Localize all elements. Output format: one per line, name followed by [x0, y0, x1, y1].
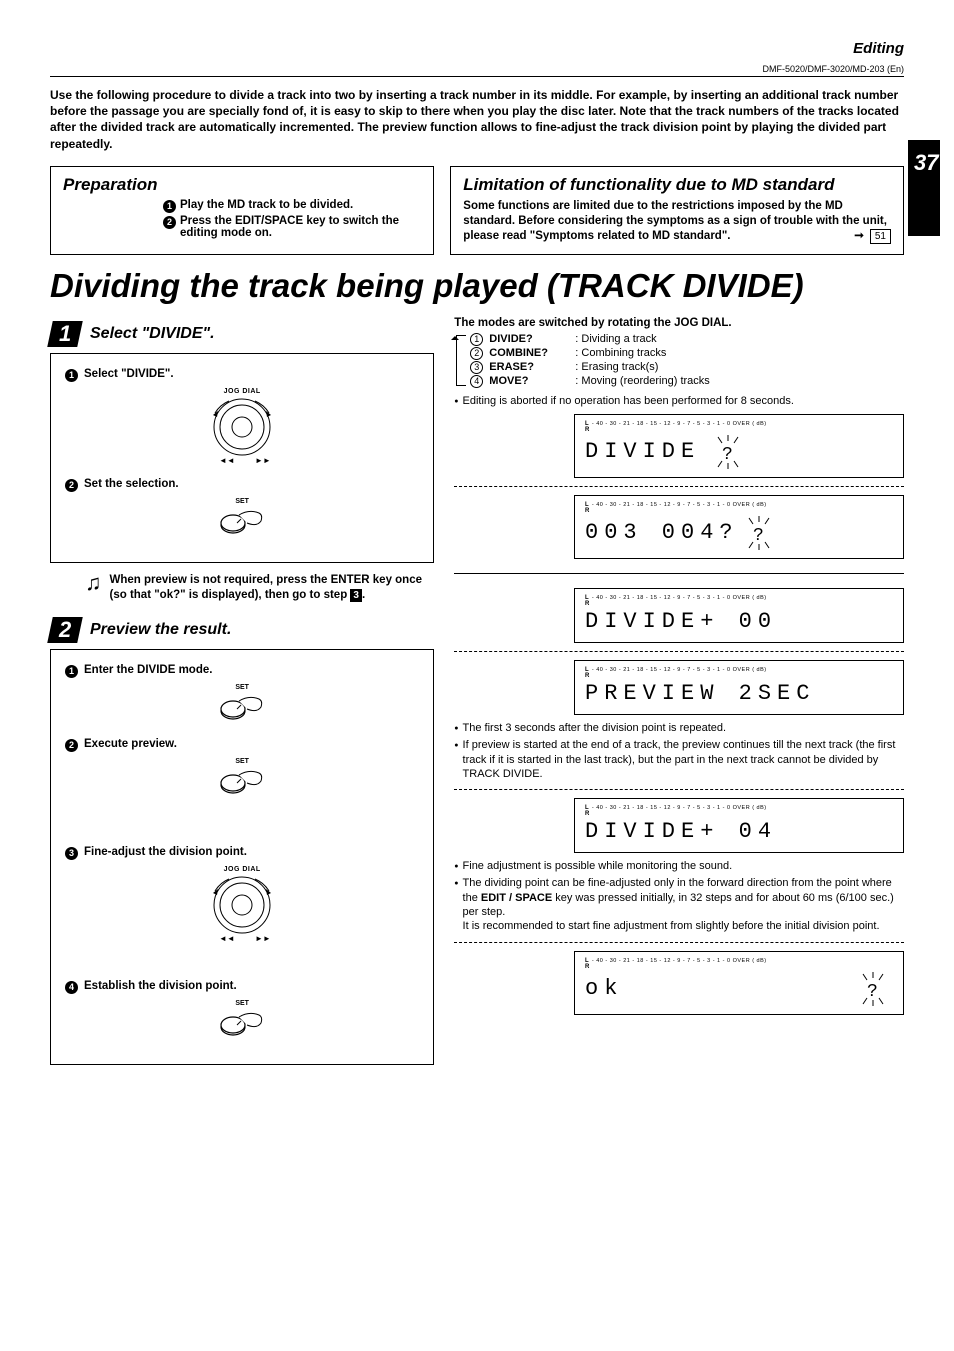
- modes-table: 1 DIVIDE? : Dividing a track 2 COMBINE? : Co…: [470, 333, 904, 388]
- preview-note: ♫ When preview is not required, press th…: [85, 573, 434, 603]
- set-button-icon: [219, 507, 265, 537]
- step2-title: Preview the result.: [90, 621, 231, 639]
- page-ref: 51: [870, 229, 891, 244]
- set-button-icon: [219, 767, 265, 797]
- intro-text: Use the following procedure to divide a …: [50, 87, 904, 152]
- jog-dial-icon: [209, 875, 275, 941]
- step1-title: Select "DIVIDE".: [90, 325, 215, 343]
- limit-body: Some functions are limited due to the re…: [463, 200, 887, 242]
- b2: If preview is started at the end of a tr…: [454, 738, 904, 781]
- step1-box: 1 Select "DIVIDE". JOG DIAL 2 Set the sele…: [50, 353, 434, 563]
- prep-title: Preparation: [63, 175, 421, 195]
- step1-s2: Set the selection.: [84, 478, 179, 492]
- set-button-icon: [219, 693, 265, 723]
- section-divider: [454, 573, 904, 574]
- modes-head: The modes are switched by rotating the J…: [454, 317, 904, 329]
- set-label-2a: SET: [65, 684, 419, 691]
- lcd-text: PREVIEW 2SEC: [585, 681, 815, 706]
- step-badge-1: 1: [47, 321, 83, 347]
- blink-icon: [853, 972, 893, 1006]
- cycle-arrow-icon: [456, 335, 466, 386]
- mode-desc-1: : Dividing a track: [575, 333, 656, 345]
- step2-s4: Establish the division point.: [84, 980, 237, 994]
- lcd-text: DIVIDE: [585, 439, 700, 464]
- lcd-divide-q: LR - 40 - 30 - 21 - 18 - 15 - 12 - 9 - 7…: [574, 414, 904, 478]
- blink-icon: [747, 516, 777, 550]
- sub-1: 1: [65, 369, 78, 382]
- note-text: When preview is not required, press the …: [110, 574, 423, 601]
- main-title: Dividing the track being played (TRACK D…: [50, 267, 904, 305]
- lcd-text: ok: [585, 976, 623, 1001]
- s2-4: 4: [65, 981, 78, 994]
- s2-2: 2: [65, 739, 78, 752]
- jog-dial-icon: [209, 397, 275, 463]
- mode-name-3: ERASE?: [489, 361, 569, 373]
- step-badge-2: 2: [47, 617, 83, 643]
- blink-icon: [708, 435, 748, 469]
- set-button-icon: [219, 1009, 265, 1039]
- prep-step-2: Press the EDIT/SPACE key to switch the e…: [180, 215, 421, 239]
- s2-1: 1: [65, 665, 78, 678]
- limitation-box: Limitation of functionality due to MD st…: [450, 166, 904, 255]
- prep-step-1: Play the MD track to be divided.: [180, 199, 353, 213]
- lcd-text: DIVIDE+ 00: [585, 609, 777, 634]
- lcd-divide4: LR - 40 - 30 - 21 - 18 - 15 - 12 - 9 - 7…: [574, 798, 904, 853]
- mode-desc-2: : Combining tracks: [575, 347, 666, 359]
- lcd-text: 003 004?: [585, 520, 739, 545]
- mode-desc-4: : Moving (reordering) tracks: [575, 375, 710, 387]
- divider: [454, 651, 904, 652]
- step2-box: 1 Enter the DIVIDE mode. SET 2 Execute pre…: [50, 649, 434, 1065]
- sub-2: 2: [65, 479, 78, 492]
- bullet-1: 1: [163, 200, 176, 213]
- mode-name-2: COMBINE?: [489, 347, 569, 359]
- model-line: DMF-5020/DMF-3020/MD-203 (En): [50, 64, 904, 77]
- preparation-box: Preparation 1 Play the MD track to be div…: [50, 166, 434, 255]
- mode-2: 2: [470, 347, 483, 360]
- lcd-split: LR - 40 - 30 - 21 - 18 - 15 - 12 - 9 - 7…: [574, 495, 904, 559]
- mode-name-1: DIVIDE?: [489, 333, 569, 345]
- mode-1: 1: [470, 333, 483, 346]
- lcd-preview: LR - 40 - 30 - 21 - 18 - 15 - 12 - 9 - 7…: [574, 660, 904, 715]
- set-label: SET: [65, 498, 419, 505]
- jog-label-2: JOG DIAL: [65, 866, 419, 873]
- divider: [454, 486, 904, 487]
- mode-name-4: MOVE?: [489, 375, 569, 387]
- lcd-text: DIVIDE+ 04: [585, 819, 777, 844]
- divider: [454, 942, 904, 943]
- note-ref: 3: [350, 589, 362, 602]
- abort-note: Editing is aborted if no operation has b…: [454, 394, 904, 408]
- step2-s2: Execute preview.: [84, 738, 177, 752]
- s2-3: 3: [65, 847, 78, 860]
- lcd-ok: LR - 40 - 30 - 21 - 18 - 15 - 12 - 9 - 7…: [574, 951, 904, 1015]
- section-label: Editing: [853, 40, 904, 57]
- b1: The first 3 seconds after the division p…: [454, 721, 904, 735]
- b3: Fine adjustment is possible while monito…: [454, 859, 904, 873]
- music-note-icon: ♫: [85, 573, 102, 603]
- set-label-2c: SET: [65, 1000, 419, 1007]
- step2-s3: Fine-adjust the division point.: [84, 846, 247, 860]
- set-label-2b: SET: [65, 758, 419, 765]
- limit-title: Limitation of functionality due to MD st…: [463, 175, 891, 195]
- b4: The dividing point can be fine-adjusted …: [454, 876, 904, 933]
- divider: [454, 789, 904, 790]
- step2-s1: Enter the DIVIDE mode.: [84, 664, 212, 678]
- mode-desc-3: : Erasing track(s): [575, 361, 658, 373]
- jog-label: JOG DIAL: [65, 388, 419, 395]
- page-number: 37: [908, 140, 940, 236]
- step1-s1: Select "DIVIDE".: [84, 368, 174, 382]
- mode-4: 4: [470, 375, 483, 388]
- mode-3: 3: [470, 361, 483, 374]
- bullet-2: 2: [163, 216, 176, 229]
- lcd-divide0: LR - 40 - 30 - 21 - 18 - 15 - 12 - 9 - 7…: [574, 588, 904, 643]
